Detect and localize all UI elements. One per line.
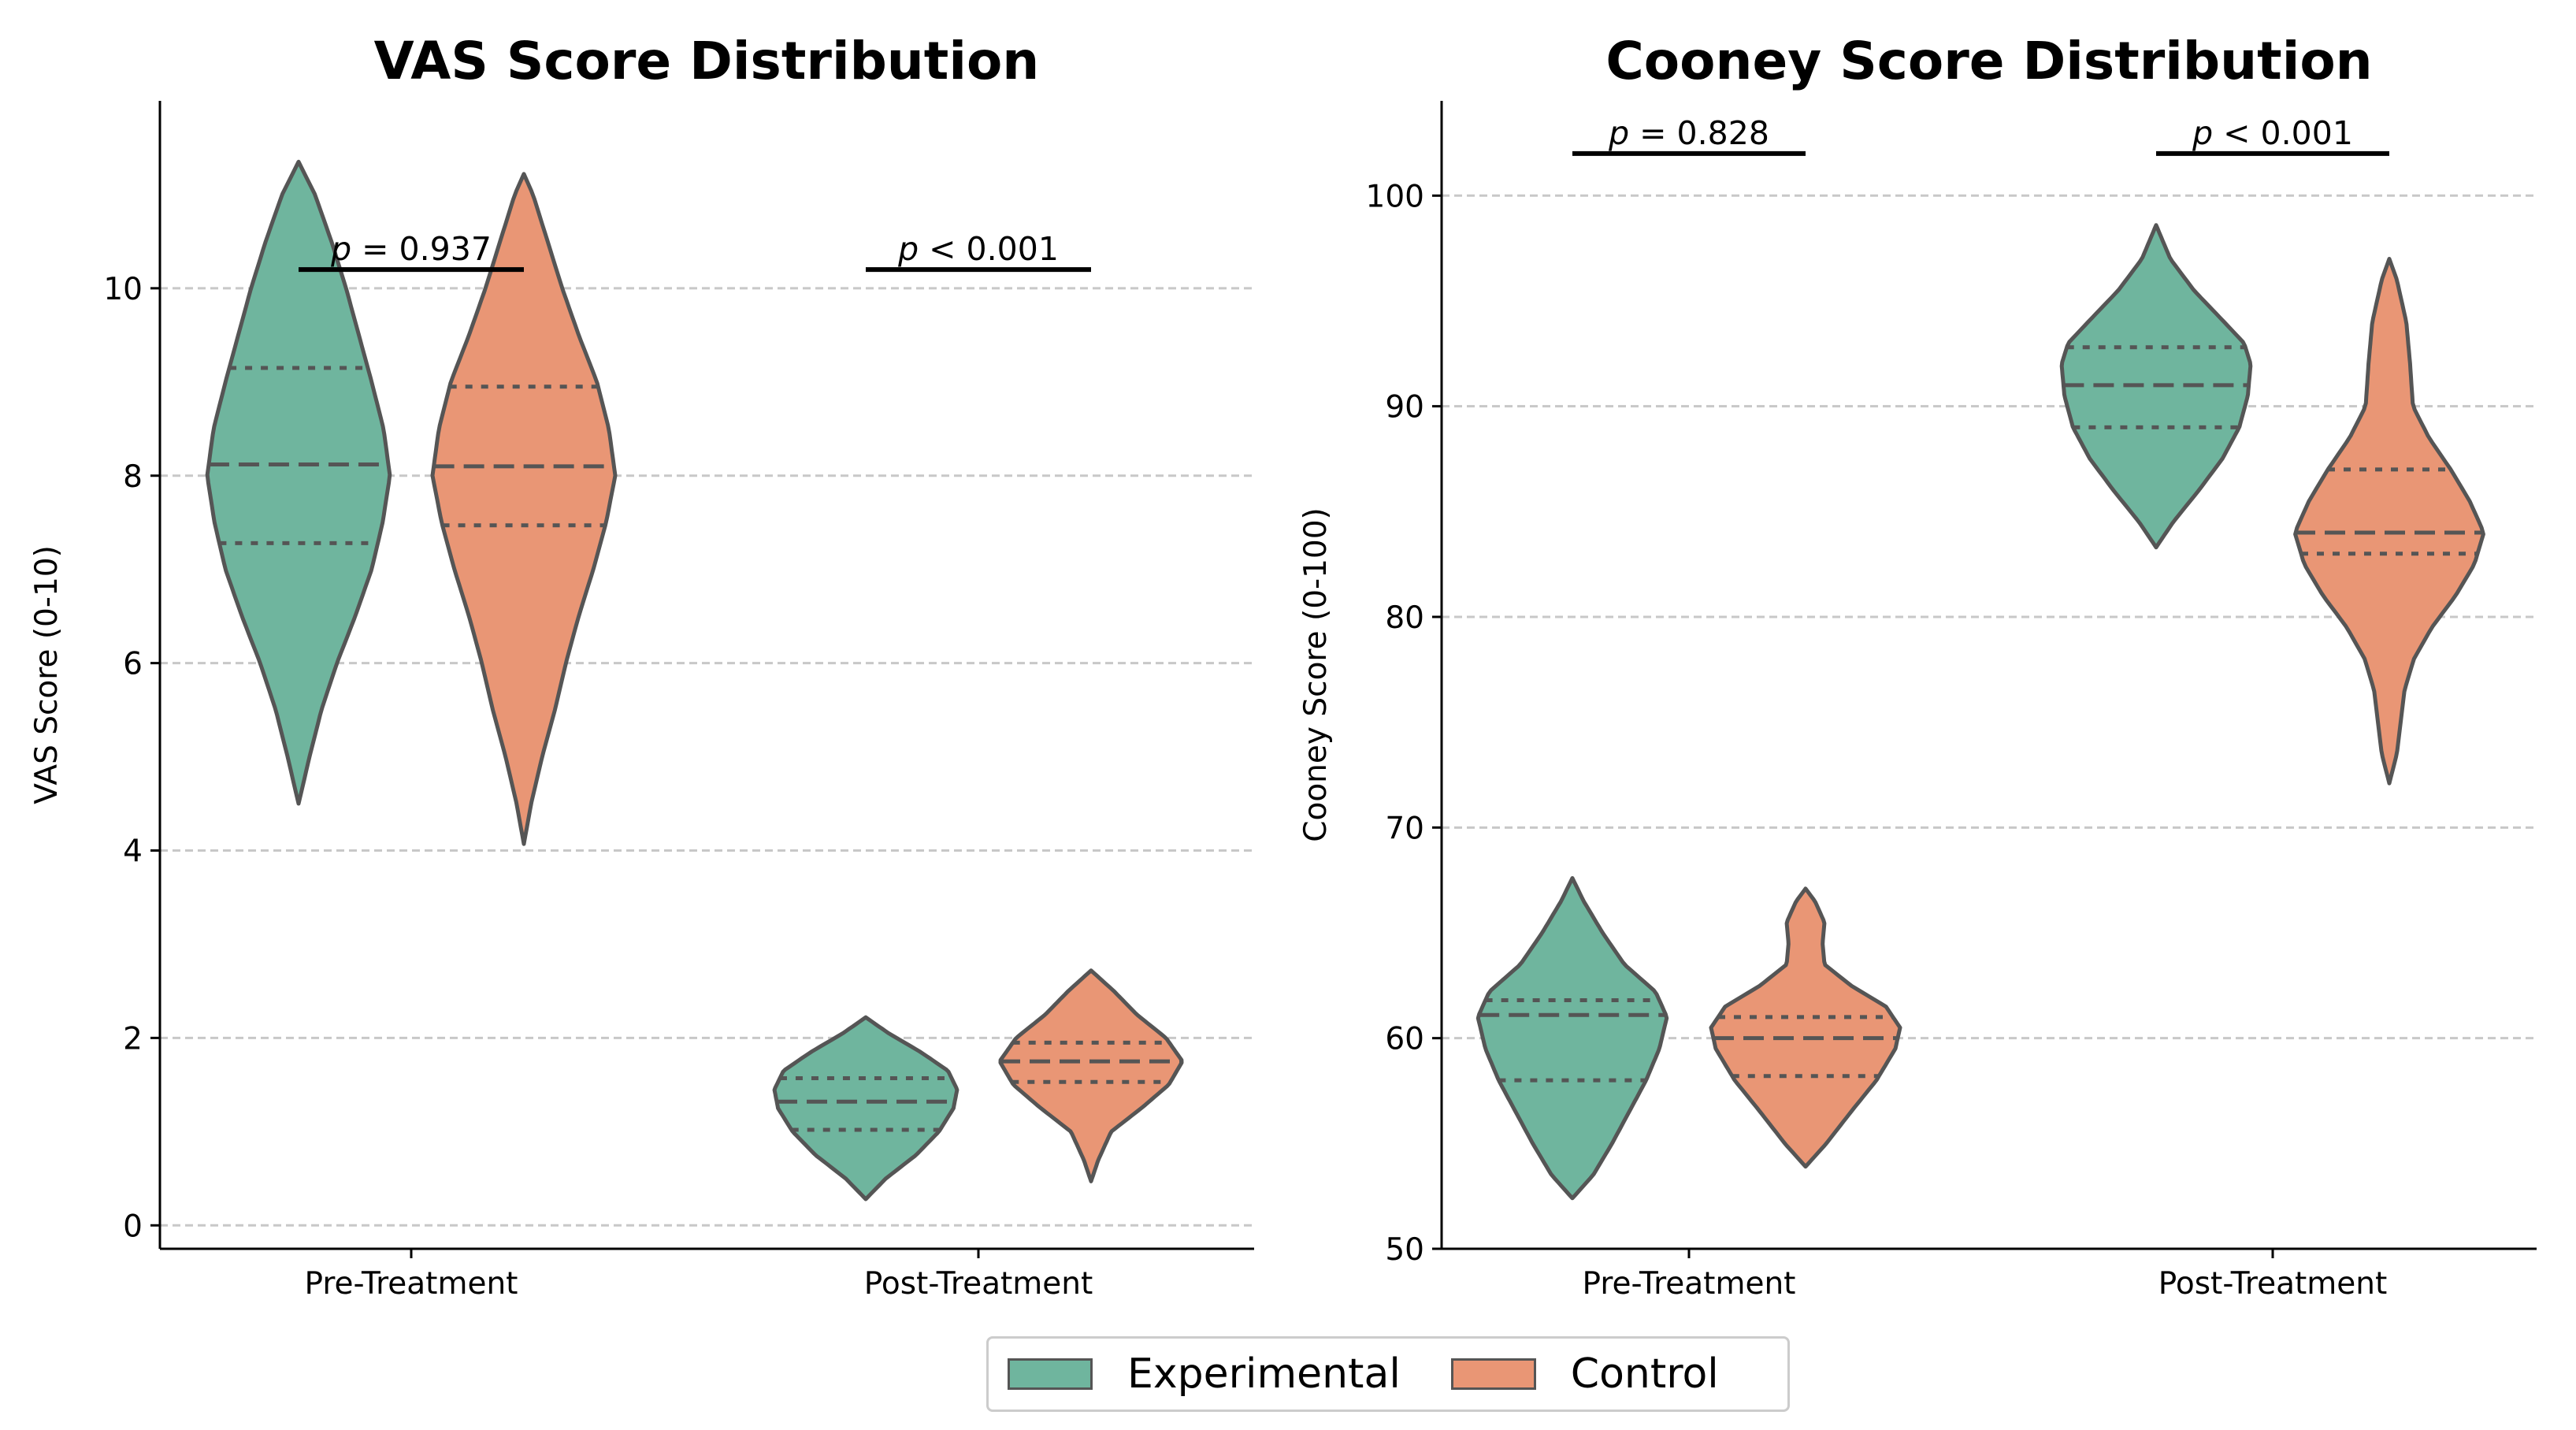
cooney-y-tick-label: 100: [1366, 179, 1424, 214]
cooney-y-tick-label: 70: [1385, 811, 1424, 846]
cooney-y-tick-label: 80: [1385, 600, 1424, 636]
vas-violin-experimental-pre-treatment: [205, 159, 392, 806]
vas-y-axis-label: VAS Score (0-10): [29, 545, 65, 804]
vas-p-value-label: p = 0.937: [330, 230, 492, 268]
cooney-y-tick-label: 90: [1385, 390, 1424, 425]
vas-y-tick-label: 0: [123, 1209, 143, 1244]
vas-y-tick-label: 10: [103, 272, 143, 307]
vas-y-tick-label: 2: [123, 1021, 143, 1057]
legend-item-experimental: Experimental: [1008, 1350, 1401, 1398]
cooney-violin-experimental-pre-treatment: [1475, 876, 1669, 1201]
cooney-y-axis-label: Cooney Score (0-100): [1298, 507, 1334, 842]
vas-score-panel: VAS Score Distribution VAS Score (0-10) …: [29, 31, 1254, 1302]
vas-x-tick-label-pre-treatment: Pre-Treatment: [305, 1266, 518, 1302]
cooney-y-tick-label: 60: [1385, 1022, 1424, 1057]
vas-chart-title: VAS Score Distribution: [374, 31, 1040, 91]
cooney-x-tick-label-pre-treatment: Pre-Treatment: [1583, 1266, 1796, 1302]
vas-y-tick-label: 8: [123, 459, 143, 495]
vas-y-tick-label: 4: [123, 834, 143, 870]
cooney-score-panel: Cooney Score Distribution Cooney Score (…: [1298, 31, 2537, 1302]
legend-item-control: Control: [1450, 1350, 1719, 1398]
cooney-x-tick-label-post-treatment: Post-Treatment: [2158, 1266, 2388, 1302]
cooney-chart-title: Cooney Score Distribution: [1605, 31, 2372, 91]
vas-x-tick-label-post-treatment: Post-Treatment: [864, 1266, 1093, 1302]
cooney-y-tick-label: 50: [1385, 1232, 1424, 1268]
vas-violin-control-pre-treatment: [430, 172, 618, 846]
vas-p-value-label: p < 0.001: [897, 230, 1059, 268]
cooney-p-value-label: p = 0.828: [1608, 114, 1769, 152]
legend-swatch-control: [1450, 1358, 1536, 1390]
vas-violin-control-post-treatment: [998, 968, 1184, 1183]
legend-label-control: Control: [1570, 1350, 1719, 1398]
cooney-violin-control-post-treatment: [2293, 257, 2485, 786]
cooney-p-value-label: p < 0.001: [2192, 114, 2353, 152]
vas-violin-experimental-post-treatment: [772, 1015, 960, 1202]
vas-y-tick-label: 6: [123, 647, 143, 682]
legend-swatch-experimental: [1008, 1358, 1093, 1390]
cooney-violin-control-pre-treatment: [1709, 886, 1902, 1169]
legend-label-experimental: Experimental: [1127, 1350, 1401, 1398]
legend: Experimental Control: [986, 1336, 1790, 1412]
